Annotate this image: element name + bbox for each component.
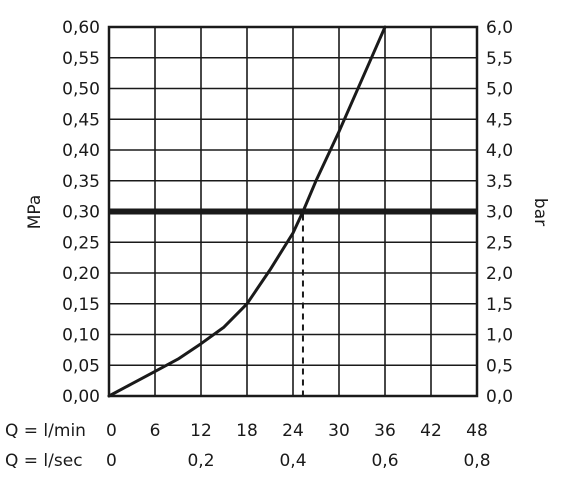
left-tick-label: 0,10	[62, 326, 100, 346]
x-lmin-tick-label: 6	[150, 421, 161, 441]
x-lmin-tick-label: 24	[282, 421, 304, 441]
left-axis-ticks: 0,00 0,05 0,10 0,15 0,20 0,25 0,30 0,35 0,40 0,45…	[62, 18, 100, 407]
x-lmin-tick-label: 12	[190, 421, 212, 441]
x-lmin-tick-label: 48	[466, 421, 488, 441]
left-tick-label: 0,05	[62, 356, 100, 376]
left-tick-label: 0,45	[62, 110, 100, 130]
right-tick-label: 5,0	[486, 80, 513, 100]
x-axis-lmin-ticks: 0 6 12 18 24 30 36 42 48	[106, 421, 488, 441]
right-tick-label: 2,5	[486, 233, 513, 253]
left-tick-label: 0,30	[62, 203, 100, 223]
right-tick-label: 1,5	[486, 295, 513, 315]
x-lmin-tick-label: 42	[420, 421, 442, 441]
right-axis-title: bar	[530, 198, 550, 226]
x-lmin-tick-label: 36	[374, 421, 396, 441]
right-tick-label: 0,0	[486, 387, 513, 407]
x-axis-lmin-title: Q = l/min	[5, 421, 86, 441]
left-tick-label: 0,35	[62, 172, 100, 192]
x-axis-lsec-ticks: 0 0,2 0,4 0,6 0,8	[106, 451, 491, 471]
right-axis-ticks: 0,0 0,5 1,0 1,5 2,0 2,5 3,0 3,5 4,0 4,5 5,0 5,5 6,0	[486, 18, 513, 407]
left-tick-label: 0,20	[62, 264, 100, 284]
right-tick-label: 4,0	[486, 141, 513, 161]
x-lsec-tick-label: 0,8	[463, 451, 490, 471]
x-lsec-tick-label: 0,6	[371, 451, 398, 471]
x-lsec-tick-label: 0,2	[187, 451, 214, 471]
left-axis-title: MPa	[25, 195, 45, 230]
left-tick-label: 0,60	[62, 18, 100, 38]
x-axis-lsec-title: Q = l/sec	[5, 451, 83, 471]
left-tick-label: 0,40	[62, 141, 100, 161]
right-tick-label: 6,0	[486, 18, 513, 38]
right-tick-label: 3,5	[486, 172, 513, 192]
left-tick-label: 0,00	[62, 387, 100, 407]
right-tick-label: 5,5	[486, 49, 513, 69]
left-tick-label: 0,50	[62, 80, 100, 100]
right-tick-label: 1,0	[486, 326, 513, 346]
x-lmin-tick-label: 0	[106, 421, 117, 441]
left-tick-label: 0,55	[62, 49, 100, 69]
left-tick-label: 0,15	[62, 295, 100, 315]
x-lmin-tick-label: 30	[328, 421, 350, 441]
pressure-flow-curve	[107, 25, 387, 398]
x-lsec-tick-label: 0	[106, 451, 117, 471]
right-tick-label: 0,5	[486, 356, 513, 376]
right-tick-label: 3,0	[486, 203, 513, 223]
left-tick-label: 0,25	[62, 233, 100, 253]
plot-frame	[107, 25, 479, 398]
x-lsec-tick-label: 0,4	[279, 451, 306, 471]
right-tick-label: 4,5	[486, 110, 513, 130]
x-lmin-tick-label: 18	[236, 421, 258, 441]
right-tick-label: 2,0	[486, 264, 513, 284]
